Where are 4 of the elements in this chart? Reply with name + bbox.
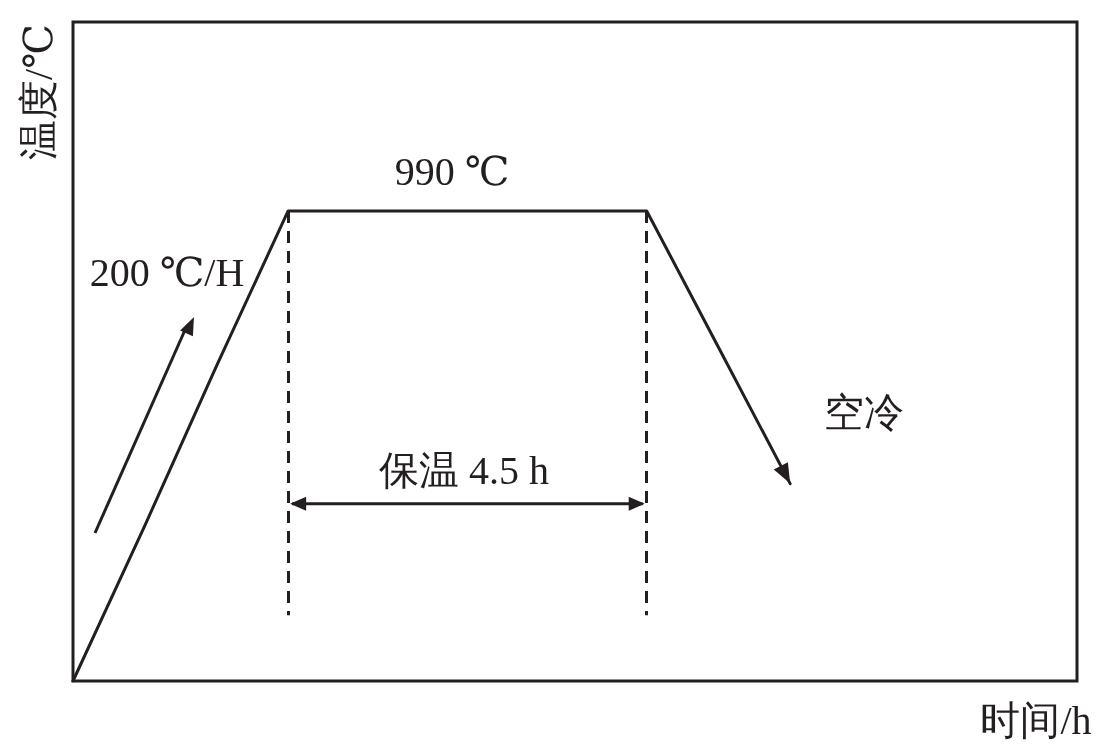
text: 990 ℃ [394,148,510,194]
annotation: 空冷 [824,389,904,435]
x-axis-title: 时间/h [980,697,1092,743]
y-axis-title: 温度/℃ [15,24,61,160]
